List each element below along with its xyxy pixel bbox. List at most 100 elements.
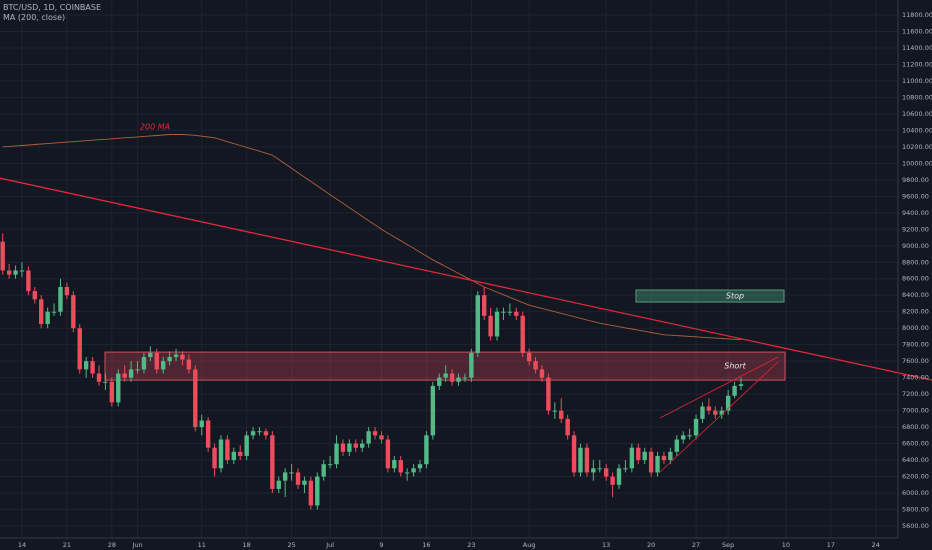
candle-body xyxy=(212,447,217,469)
x-tick-label: 17 xyxy=(827,541,835,549)
y-tick-label: 11800.00 xyxy=(902,11,932,19)
candle-body xyxy=(597,468,602,470)
candle-body xyxy=(96,373,102,382)
y-tick-label: 5600.00 xyxy=(902,522,929,530)
y-tick-label: 11600.00 xyxy=(902,27,932,35)
y-tick-label: 9200.00 xyxy=(902,225,929,233)
y-tick-label: 9000.00 xyxy=(902,242,929,250)
candle-body xyxy=(379,435,384,440)
candle-body xyxy=(0,241,5,271)
candle-body xyxy=(58,286,63,312)
candle-body xyxy=(334,443,339,465)
candle-body xyxy=(713,410,718,415)
candle-body xyxy=(449,373,455,382)
x-tick-label: 10 xyxy=(782,541,790,549)
candle-body xyxy=(398,460,403,473)
y-tick-label: 10400.00 xyxy=(902,126,932,134)
y-tick-label: 11400.00 xyxy=(902,44,932,52)
candle-body xyxy=(546,377,551,411)
candle-body xyxy=(340,443,346,452)
candle-body xyxy=(584,447,590,473)
indicator-title: MA (200, close) xyxy=(3,13,66,22)
y-tick-label: 7800.00 xyxy=(902,341,929,349)
candle-body xyxy=(64,286,70,296)
candle-body xyxy=(270,435,275,489)
y-tick-label: 10000.00 xyxy=(902,159,932,167)
candle-body xyxy=(327,464,333,466)
candle-body xyxy=(45,311,50,325)
candle-body xyxy=(456,377,461,382)
x-tick-label: 11 xyxy=(198,541,206,549)
wedge-upper xyxy=(659,356,779,419)
candle-body xyxy=(13,270,18,275)
candle-body xyxy=(360,443,365,448)
candle-body xyxy=(225,439,230,461)
candle-body xyxy=(706,406,712,411)
candle-body xyxy=(116,373,121,403)
stop-label: Stop xyxy=(726,292,744,301)
candle-body xyxy=(430,385,436,436)
candle-body xyxy=(276,480,281,489)
candle-body xyxy=(71,295,76,329)
candle-body xyxy=(218,439,224,469)
y-tick-label: 5800.00 xyxy=(902,506,929,514)
candle-body xyxy=(128,369,134,378)
candle-body xyxy=(372,431,378,436)
candle-body xyxy=(122,373,127,378)
candle-body xyxy=(173,354,179,358)
candle-body xyxy=(469,352,474,378)
x-tick-label: 24 xyxy=(872,541,880,549)
candle-body xyxy=(193,369,198,428)
wedge-lower xyxy=(659,361,779,473)
y-tick-label: 9600.00 xyxy=(902,192,929,200)
candle-body xyxy=(693,418,699,436)
x-tick-label: 16 xyxy=(422,541,430,549)
candle-body xyxy=(539,369,545,378)
candle-body xyxy=(19,270,25,272)
candle-body xyxy=(295,472,301,485)
x-tick-label: Aug xyxy=(523,541,536,549)
candle-body xyxy=(610,476,615,485)
candle-body xyxy=(681,435,686,440)
candle-body xyxy=(26,270,31,292)
candle-body xyxy=(180,354,185,360)
symbol-title: BTC/USD, 1D, COINBASE xyxy=(3,3,102,12)
candle-body xyxy=(154,352,159,370)
candle-body xyxy=(501,311,506,313)
candle-body xyxy=(282,472,288,481)
candle-body xyxy=(289,472,294,474)
candle-body xyxy=(6,270,12,275)
candle-body xyxy=(199,420,204,428)
candle-body xyxy=(321,464,326,477)
candle-body xyxy=(308,480,314,506)
candle-body xyxy=(443,373,448,378)
candle-body xyxy=(257,431,262,433)
candle-body xyxy=(411,468,416,473)
x-tick-label: Jul xyxy=(325,541,334,549)
x-tick-label: 23 xyxy=(467,541,475,549)
candle-body xyxy=(103,381,108,383)
candle-body xyxy=(186,359,192,370)
candle-body xyxy=(417,464,423,469)
candle-body xyxy=(347,443,352,452)
y-tick-label: 8800.00 xyxy=(902,258,929,266)
candle-body xyxy=(559,410,564,419)
x-tick-label: Sep xyxy=(722,541,734,549)
candle-body xyxy=(167,357,172,362)
candle-body xyxy=(90,361,95,374)
candle-body xyxy=(39,299,44,325)
trend-line xyxy=(0,177,932,381)
candle-body xyxy=(488,315,493,337)
candle-body xyxy=(437,377,442,386)
stop-zone xyxy=(635,289,785,303)
candle-body xyxy=(526,352,532,362)
candle-body xyxy=(648,451,654,473)
x-tick-label: 9 xyxy=(379,541,383,549)
candle-body xyxy=(687,435,692,437)
y-tick-label: 6200.00 xyxy=(902,473,929,481)
candle-body xyxy=(385,439,391,469)
candle-body xyxy=(475,295,480,353)
y-tick-label: 7600.00 xyxy=(902,357,929,365)
x-tick-label: 21 xyxy=(63,541,71,549)
candle-body xyxy=(161,361,166,370)
